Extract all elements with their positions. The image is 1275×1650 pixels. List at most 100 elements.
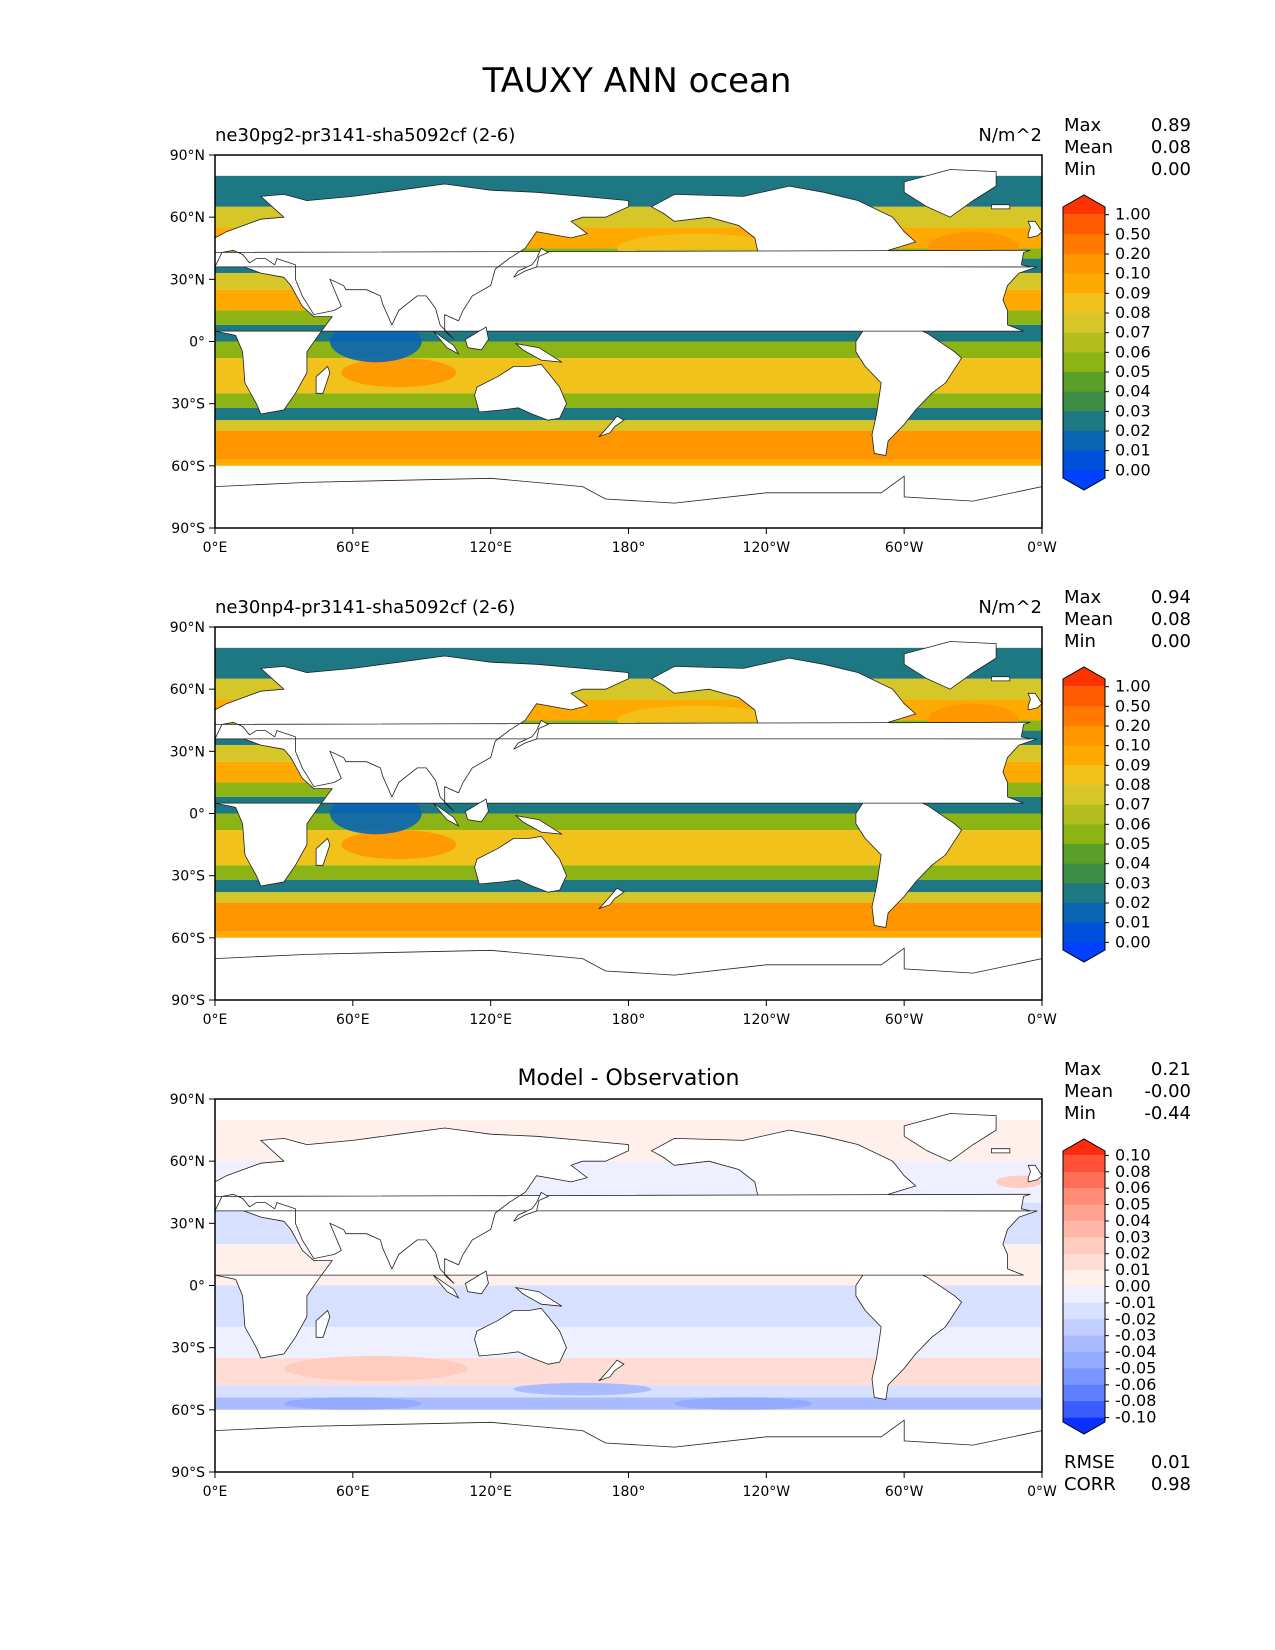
colorbar: 1.000.500.200.100.090.080.070.060.050.04… <box>1062 666 1151 963</box>
continent-borneo <box>464 798 489 823</box>
continent-sumatra <box>432 1274 460 1299</box>
continent-new-zealand <box>598 415 625 438</box>
continent-iceland <box>991 676 1011 682</box>
stat-label: Mean <box>1064 609 1113 630</box>
colorbar-label: 0.03 <box>1115 873 1151 892</box>
xtick-label: 180° <box>612 1012 646 1028</box>
continent-eurasia <box>214 1127 1031 1284</box>
colorbar-segment <box>1063 1171 1105 1189</box>
colorbar-label: 0.09 <box>1115 755 1151 774</box>
colorbar-label: 0.00 <box>1115 932 1151 951</box>
colorbar-segment <box>1063 1220 1105 1238</box>
xtick-label: 0°W <box>1027 540 1057 556</box>
continent-borneo <box>464 1270 489 1295</box>
colorbar-label: 0.10 <box>1115 736 1151 755</box>
ytick-label: 30°N <box>170 744 205 760</box>
field-blob <box>341 830 457 860</box>
colorbar-label: 0.05 <box>1115 1195 1151 1214</box>
colorbar-label: 0.03 <box>1115 1227 1151 1246</box>
continent-eurasia <box>214 183 1031 340</box>
colorbar-segment <box>1063 431 1105 452</box>
colorbar-segment <box>1063 726 1105 747</box>
field-blob <box>341 358 457 388</box>
diff-blob <box>674 1397 813 1410</box>
colorbar-segment <box>1063 254 1105 275</box>
colorbar-outline <box>1062 666 1106 963</box>
colorbar-segment <box>1063 1401 1105 1419</box>
colorbar-label: 0.10 <box>1115 264 1151 283</box>
colorbar-extend-min <box>1063 470 1105 490</box>
xtick-label: 120°E <box>469 540 512 556</box>
bottom-stat-value: 0.01 <box>1151 1452 1191 1473</box>
stat-value: 0.89 <box>1151 115 1191 136</box>
colorbar: 0.100.080.060.050.040.030.020.010.00-0.0… <box>1062 1138 1156 1435</box>
continent-greenland <box>903 1113 997 1162</box>
continent-south-america <box>855 318 963 456</box>
colorbar-segment <box>1063 706 1105 727</box>
xtick-label: 0°E <box>203 1012 228 1028</box>
colorbar-label: 0.05 <box>1115 834 1151 853</box>
stat-value: 0.00 <box>1151 159 1191 180</box>
field-band <box>215 393 1042 408</box>
ytick-label: 30°S <box>171 1341 205 1357</box>
ytick-label: 90°S <box>171 1465 205 1481</box>
ytick-label: 90°N <box>170 620 205 636</box>
xtick-label: 0°E <box>203 540 228 556</box>
continent-iceland <box>991 1148 1011 1154</box>
continent-new-guinea <box>514 1286 563 1307</box>
colorbar-segment <box>1063 745 1105 766</box>
field-band <box>215 865 1042 880</box>
colorbar-label: 0.02 <box>1115 893 1151 912</box>
colorbar-segment <box>1063 1155 1105 1173</box>
stat-label: Max <box>1064 115 1102 136</box>
xtick-label: 0°E <box>203 1484 228 1500</box>
colorbar-segment <box>1063 844 1105 865</box>
stat-label: Min <box>1064 631 1096 652</box>
field-band <box>215 813 1042 831</box>
continent-eurasia <box>214 655 1031 812</box>
colorbar-segment <box>1063 883 1105 904</box>
diff-blob <box>283 1355 468 1381</box>
colorbar-segment <box>1063 1204 1105 1222</box>
panel-units: N/m^2 <box>978 125 1042 146</box>
colorbar-label: 0.06 <box>1115 342 1151 361</box>
diff-blob <box>283 1397 422 1410</box>
continent-south-america <box>855 1262 963 1400</box>
colorbar-segment <box>1063 214 1105 235</box>
diff-blob <box>513 1382 652 1396</box>
colorbar-segment <box>1063 1302 1105 1320</box>
ytick-label: 30°N <box>170 272 205 288</box>
ytick-label: 0° <box>189 807 205 823</box>
panel-difference: 90°N 60°N 30°N 0° 30°S 60°S 90°S 0°E 60°E 120°E 18… <box>170 1059 1191 1500</box>
colorbar-label: 0.09 <box>1115 283 1151 302</box>
xtick-label: 120°E <box>469 1012 512 1028</box>
continent-australia <box>474 835 567 893</box>
colorbar-extend-max <box>1063 1139 1105 1156</box>
continent-australia <box>474 363 567 421</box>
colorbar-extend-max <box>1063 195 1105 215</box>
colorbar-label: 0.00 <box>1115 1277 1151 1296</box>
xtick-label: 180° <box>612 540 646 556</box>
stat-value: -0.44 <box>1144 1103 1191 1124</box>
continent-japan <box>513 719 549 750</box>
continent-japan <box>513 1191 549 1222</box>
colorbar-label: 0.07 <box>1115 795 1151 814</box>
stat-value: 0.00 <box>1151 631 1191 652</box>
colorbar-extend-min <box>1063 1417 1105 1434</box>
colorbar-label: -0.08 <box>1115 1391 1156 1410</box>
colorbar-extend-min <box>1063 942 1105 962</box>
colorbar-label: 0.06 <box>1115 814 1151 833</box>
ytick-label: 60°N <box>170 682 205 698</box>
ytick-label: 60°S <box>171 1403 205 1419</box>
colorbar-label: 0.04 <box>1115 854 1151 873</box>
colorbar-label: 0.08 <box>1115 303 1151 322</box>
colorbar-label: 0.08 <box>1115 775 1151 794</box>
arctic-mask <box>215 1099 1042 1120</box>
stat-value: 0.08 <box>1151 137 1191 158</box>
diff-band <box>215 1397 1042 1410</box>
continent-new-guinea <box>514 814 563 835</box>
stat-label: Min <box>1064 1103 1096 1124</box>
colorbar-segment <box>1063 411 1105 432</box>
field-band <box>215 892 1042 903</box>
arctic-mask <box>215 155 1042 176</box>
